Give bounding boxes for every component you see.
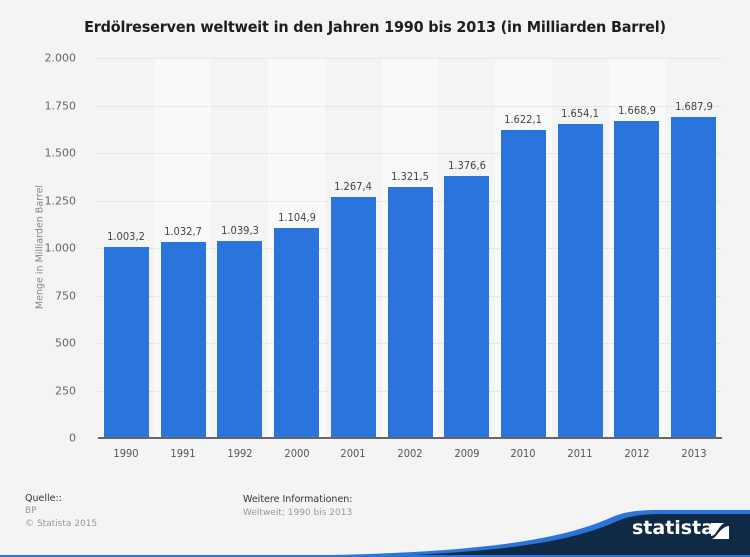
- x-tick-label: 2010: [510, 447, 537, 460]
- x-tick-label: 2012: [624, 447, 650, 460]
- bar-2012[interactable]: [614, 120, 660, 438]
- bar-2000[interactable]: [274, 228, 320, 438]
- brand-bar: [0, 555, 750, 557]
- bar-2011[interactable]: [557, 123, 603, 438]
- gridline: [98, 153, 722, 154]
- x-tick-label: 1992: [227, 447, 253, 460]
- source-value: BP: [25, 506, 37, 516]
- value-label: 1.267,4: [334, 180, 373, 194]
- brand-swoosh: [330, 510, 750, 557]
- value-label: 1.654,1: [561, 106, 600, 120]
- y-tick-label: 0: [69, 431, 76, 445]
- value-label: 1.321,5: [391, 169, 429, 183]
- bar-2009[interactable]: [444, 176, 490, 438]
- bar-2010[interactable]: [500, 129, 546, 438]
- y-tick-label: 250: [55, 384, 76, 397]
- bar-1992[interactable]: [217, 240, 263, 438]
- info-heading: Weitere Informationen:: [243, 494, 353, 505]
- copyright[interactable]: © Statista 2015: [25, 519, 98, 529]
- bar-2002[interactable]: [387, 186, 433, 438]
- value-label: 1.003,2: [107, 230, 146, 244]
- x-axis-line: [98, 437, 722, 439]
- value-label: 1.622,1: [504, 112, 543, 126]
- gridline: [98, 105, 722, 107]
- bar-2001[interactable]: [330, 197, 376, 438]
- value-label: 1.104,9: [277, 211, 316, 225]
- x-tick-label: 2001: [340, 447, 366, 460]
- x-tick-label: 2011: [567, 447, 593, 460]
- value-label: 1.376,6: [447, 159, 486, 173]
- value-label: 1.687,9: [674, 100, 713, 114]
- y-tick-label: 500: [55, 336, 76, 350]
- y-tick-label: 1.250: [44, 194, 77, 207]
- value-label: 1.032,7: [164, 224, 202, 238]
- value-label: 1.039,3: [220, 223, 259, 237]
- bar-2013[interactable]: [671, 117, 717, 438]
- x-tick-label: 1990: [113, 447, 139, 460]
- statista-logo-icon: [711, 523, 729, 539]
- gridline: [98, 58, 722, 59]
- x-tick-label: 2013: [681, 447, 707, 460]
- plot-area: 1.003,2 1.032,7 1.039,3 1.104,9 1.267,4 1.321…: [98, 58, 722, 438]
- chart-title: Erdölreserven weltweit in den Jahren 199…: [84, 18, 666, 36]
- y-tick-label: 1.500: [44, 146, 77, 160]
- info-value: Weltweit; 1990 bis 2013: [243, 508, 353, 518]
- bar-1990[interactable]: [103, 247, 149, 438]
- x-tick-label: 2009: [454, 447, 480, 460]
- x-tick-label: 2000: [283, 447, 310, 460]
- x-tick-label: 2002: [397, 447, 423, 460]
- x-tick-label: 1991: [170, 447, 196, 460]
- y-tick-label: 2.000: [44, 51, 77, 65]
- statista-logo[interactable]: statista: [632, 517, 715, 539]
- y-tick-label: 1.750: [44, 99, 77, 112]
- bar-1991[interactable]: [160, 241, 206, 438]
- y-tick-label: 1.000: [44, 241, 77, 255]
- source-heading: Quelle::: [25, 493, 62, 504]
- value-label: 1.668,9: [618, 103, 656, 117]
- y-tick-label: 750: [55, 289, 76, 302]
